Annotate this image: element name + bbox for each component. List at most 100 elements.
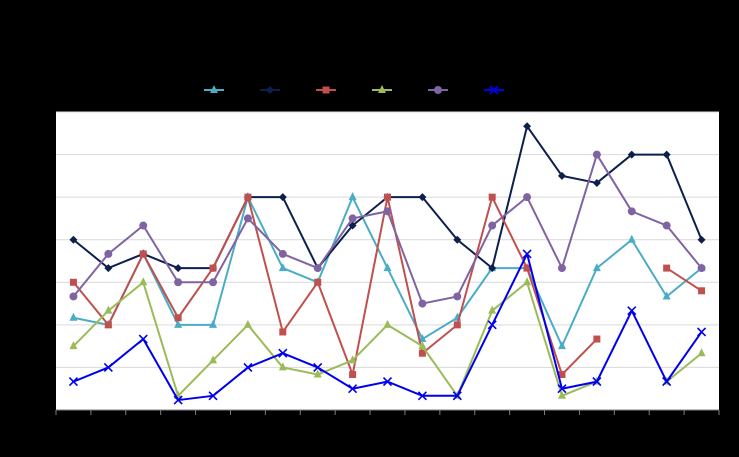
series-1-point	[592, 263, 601, 272]
series-2-point	[104, 264, 113, 273]
series-5-point	[174, 278, 183, 287]
series-5-point	[662, 221, 671, 230]
series-6-point	[487, 320, 497, 330]
series-3-line	[72, 196, 598, 376]
series-3-point	[523, 264, 531, 272]
series-3-point	[209, 264, 217, 272]
series-5-point	[627, 207, 636, 216]
series-2-point	[592, 178, 601, 187]
legend-item-6	[484, 85, 504, 95]
series-2-point	[348, 221, 357, 230]
series-6-point	[382, 377, 393, 387]
series-5-point	[523, 193, 532, 202]
series-3	[69, 193, 706, 379]
legend-swatch-marker	[210, 85, 218, 93]
series-5-point	[697, 264, 706, 273]
series-4-point	[697, 348, 706, 357]
series-3-point	[593, 335, 601, 343]
series-3-point	[69, 278, 77, 286]
series-5-point	[488, 221, 497, 230]
legend-item-3	[316, 86, 336, 94]
series-6-point	[348, 384, 358, 394]
series-4-line	[72, 281, 598, 397]
series-1-point	[174, 319, 183, 328]
series-5-point	[104, 249, 113, 258]
series-1-point	[278, 263, 287, 272]
series-4-point	[418, 341, 427, 350]
series-3-point	[384, 193, 391, 201]
x-axis	[55, 409, 720, 415]
series-6-point	[278, 348, 288, 358]
series-6-point	[662, 377, 672, 387]
series-6-point	[243, 362, 253, 372]
series-5-point	[453, 292, 462, 301]
series-6-point	[627, 306, 637, 316]
series-3-line	[666, 267, 703, 292]
series-5-point	[313, 264, 322, 273]
series-6-point	[208, 391, 218, 401]
series-4-point	[313, 369, 322, 378]
series-1-point	[627, 234, 636, 243]
series-6-point	[557, 384, 567, 394]
legend-item-1	[204, 85, 224, 93]
series-3-point	[279, 328, 287, 336]
series-5-point	[69, 292, 78, 301]
series-2-point	[697, 235, 706, 244]
series-4-point	[523, 277, 532, 286]
legend-swatch-marker	[434, 86, 442, 94]
series-6-point	[696, 327, 707, 337]
series-4-point	[488, 305, 497, 314]
series-3-point	[314, 278, 322, 286]
series-4-point	[209, 355, 218, 364]
series-2-point	[627, 150, 636, 159]
series-1-point	[662, 291, 671, 300]
series-2-point	[418, 193, 427, 202]
series-4-point	[104, 305, 113, 314]
legend-item-4	[372, 85, 392, 93]
series-6-point	[103, 362, 113, 372]
series-6-point	[522, 249, 532, 259]
series-6-point	[173, 395, 183, 405]
series-5-point	[592, 150, 601, 159]
legend	[204, 85, 504, 95]
series-5	[69, 150, 706, 308]
series-2-point	[488, 264, 497, 273]
series-4-point	[383, 319, 392, 328]
series-2-point	[523, 122, 532, 131]
series-3-point	[174, 314, 182, 322]
series-1-point	[209, 319, 218, 328]
legend-swatch-marker	[489, 85, 499, 95]
series-5-point	[243, 214, 252, 223]
series-3-point	[698, 287, 706, 295]
series-6-point	[313, 362, 323, 372]
series-6-point	[417, 391, 427, 401]
series-5-point	[383, 207, 392, 216]
series-5-point	[418, 299, 427, 308]
series-4-point	[139, 277, 148, 286]
series-4-line	[666, 352, 703, 383]
series-5-point	[139, 221, 148, 230]
series-2-point	[557, 171, 566, 180]
series-6-point	[452, 391, 462, 401]
legend-item-2	[260, 86, 280, 94]
series-6-point	[138, 334, 148, 344]
series-3-point	[244, 193, 252, 201]
series-5-point	[557, 264, 566, 273]
series-4-point	[348, 355, 357, 364]
series-1-point	[69, 312, 78, 321]
series-3-point	[349, 371, 357, 379]
series-4-point	[557, 390, 566, 399]
series-3-point	[139, 250, 147, 258]
series-2-point	[69, 235, 78, 244]
series-2-point	[278, 193, 287, 202]
legend-swatch-marker	[266, 86, 274, 94]
series-3-point	[453, 321, 461, 329]
series-3-point	[558, 371, 566, 379]
legend-swatch-marker	[378, 85, 386, 93]
series-6-point	[592, 377, 602, 387]
legend-swatch-marker	[322, 86, 330, 94]
series-1-point	[348, 192, 357, 201]
series-4-point	[278, 362, 287, 371]
series-3-point	[663, 264, 671, 272]
